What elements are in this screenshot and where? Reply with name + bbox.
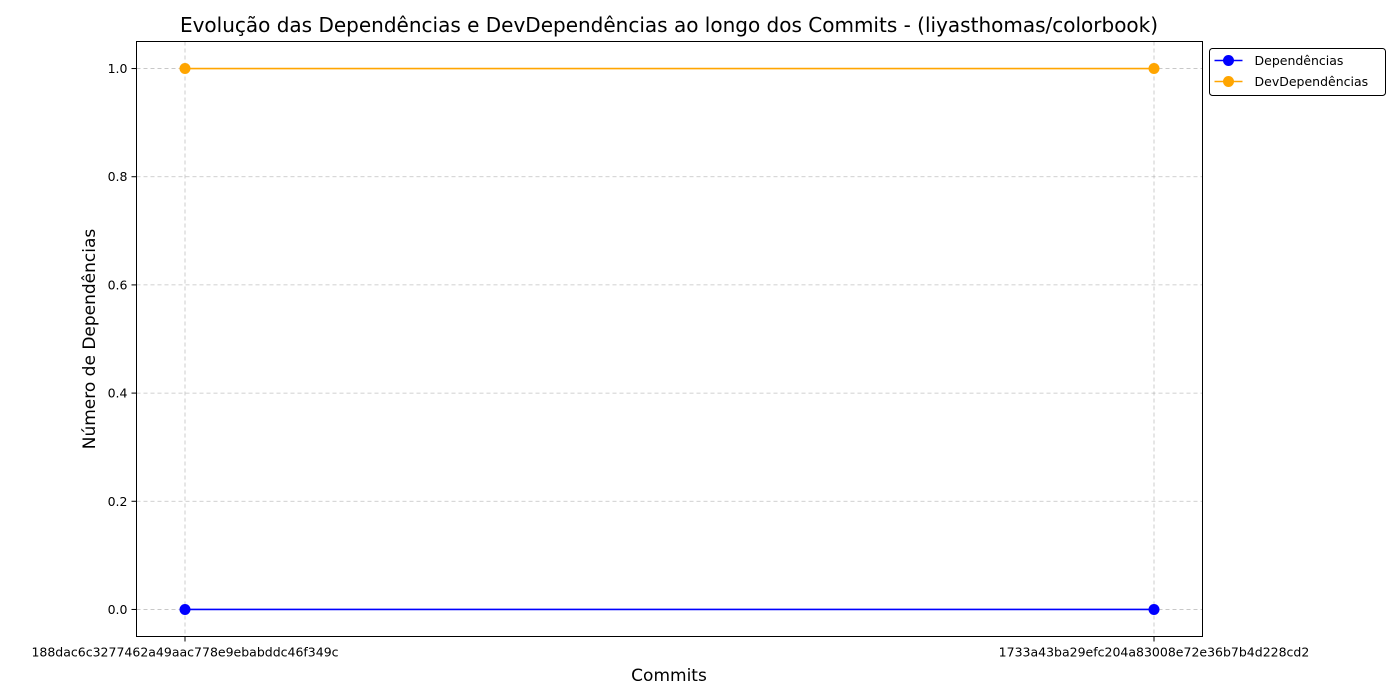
y-tick-label: 0.0 xyxy=(108,602,128,617)
legend-label: Dependências xyxy=(1255,53,1344,68)
y-tick-label: 0.6 xyxy=(108,277,128,292)
data-point xyxy=(179,63,191,75)
legend: Dependências DevDependências xyxy=(1209,48,1386,96)
x-axis-label: Commits xyxy=(631,666,707,686)
plot-area-frame xyxy=(136,41,1203,637)
y-tick-label: 0.8 xyxy=(108,169,128,184)
data-point xyxy=(1148,63,1160,75)
y-tick-label: 0.2 xyxy=(108,494,128,509)
legend-box xyxy=(1209,48,1386,96)
grid-lines xyxy=(136,41,1203,637)
chart-title: Evolução das Dependências e DevDependênc… xyxy=(180,13,1158,37)
series-layer xyxy=(179,63,1160,615)
y-tick-label: 0.4 xyxy=(108,386,128,401)
x-tick-label: 1733a43ba29efc204a83008e72e36b7b4d228cd2 xyxy=(999,645,1310,660)
y-axis-label: Número de Dependências xyxy=(80,229,100,450)
data-point xyxy=(1148,603,1160,615)
legend-marker xyxy=(1223,76,1234,87)
y-tick-label: 1.0 xyxy=(108,61,128,76)
legend-label: DevDependências xyxy=(1255,74,1369,89)
axis-ticks: 0.0 0.2 0.4 0.6 0.8 1.0 188dac6c3277462a49aac7… xyxy=(31,61,1309,659)
x-tick-label: 188dac6c3277462a49aac778e9ebabddc46f349c xyxy=(31,645,338,660)
legend-marker xyxy=(1223,55,1234,66)
data-point xyxy=(179,603,191,615)
